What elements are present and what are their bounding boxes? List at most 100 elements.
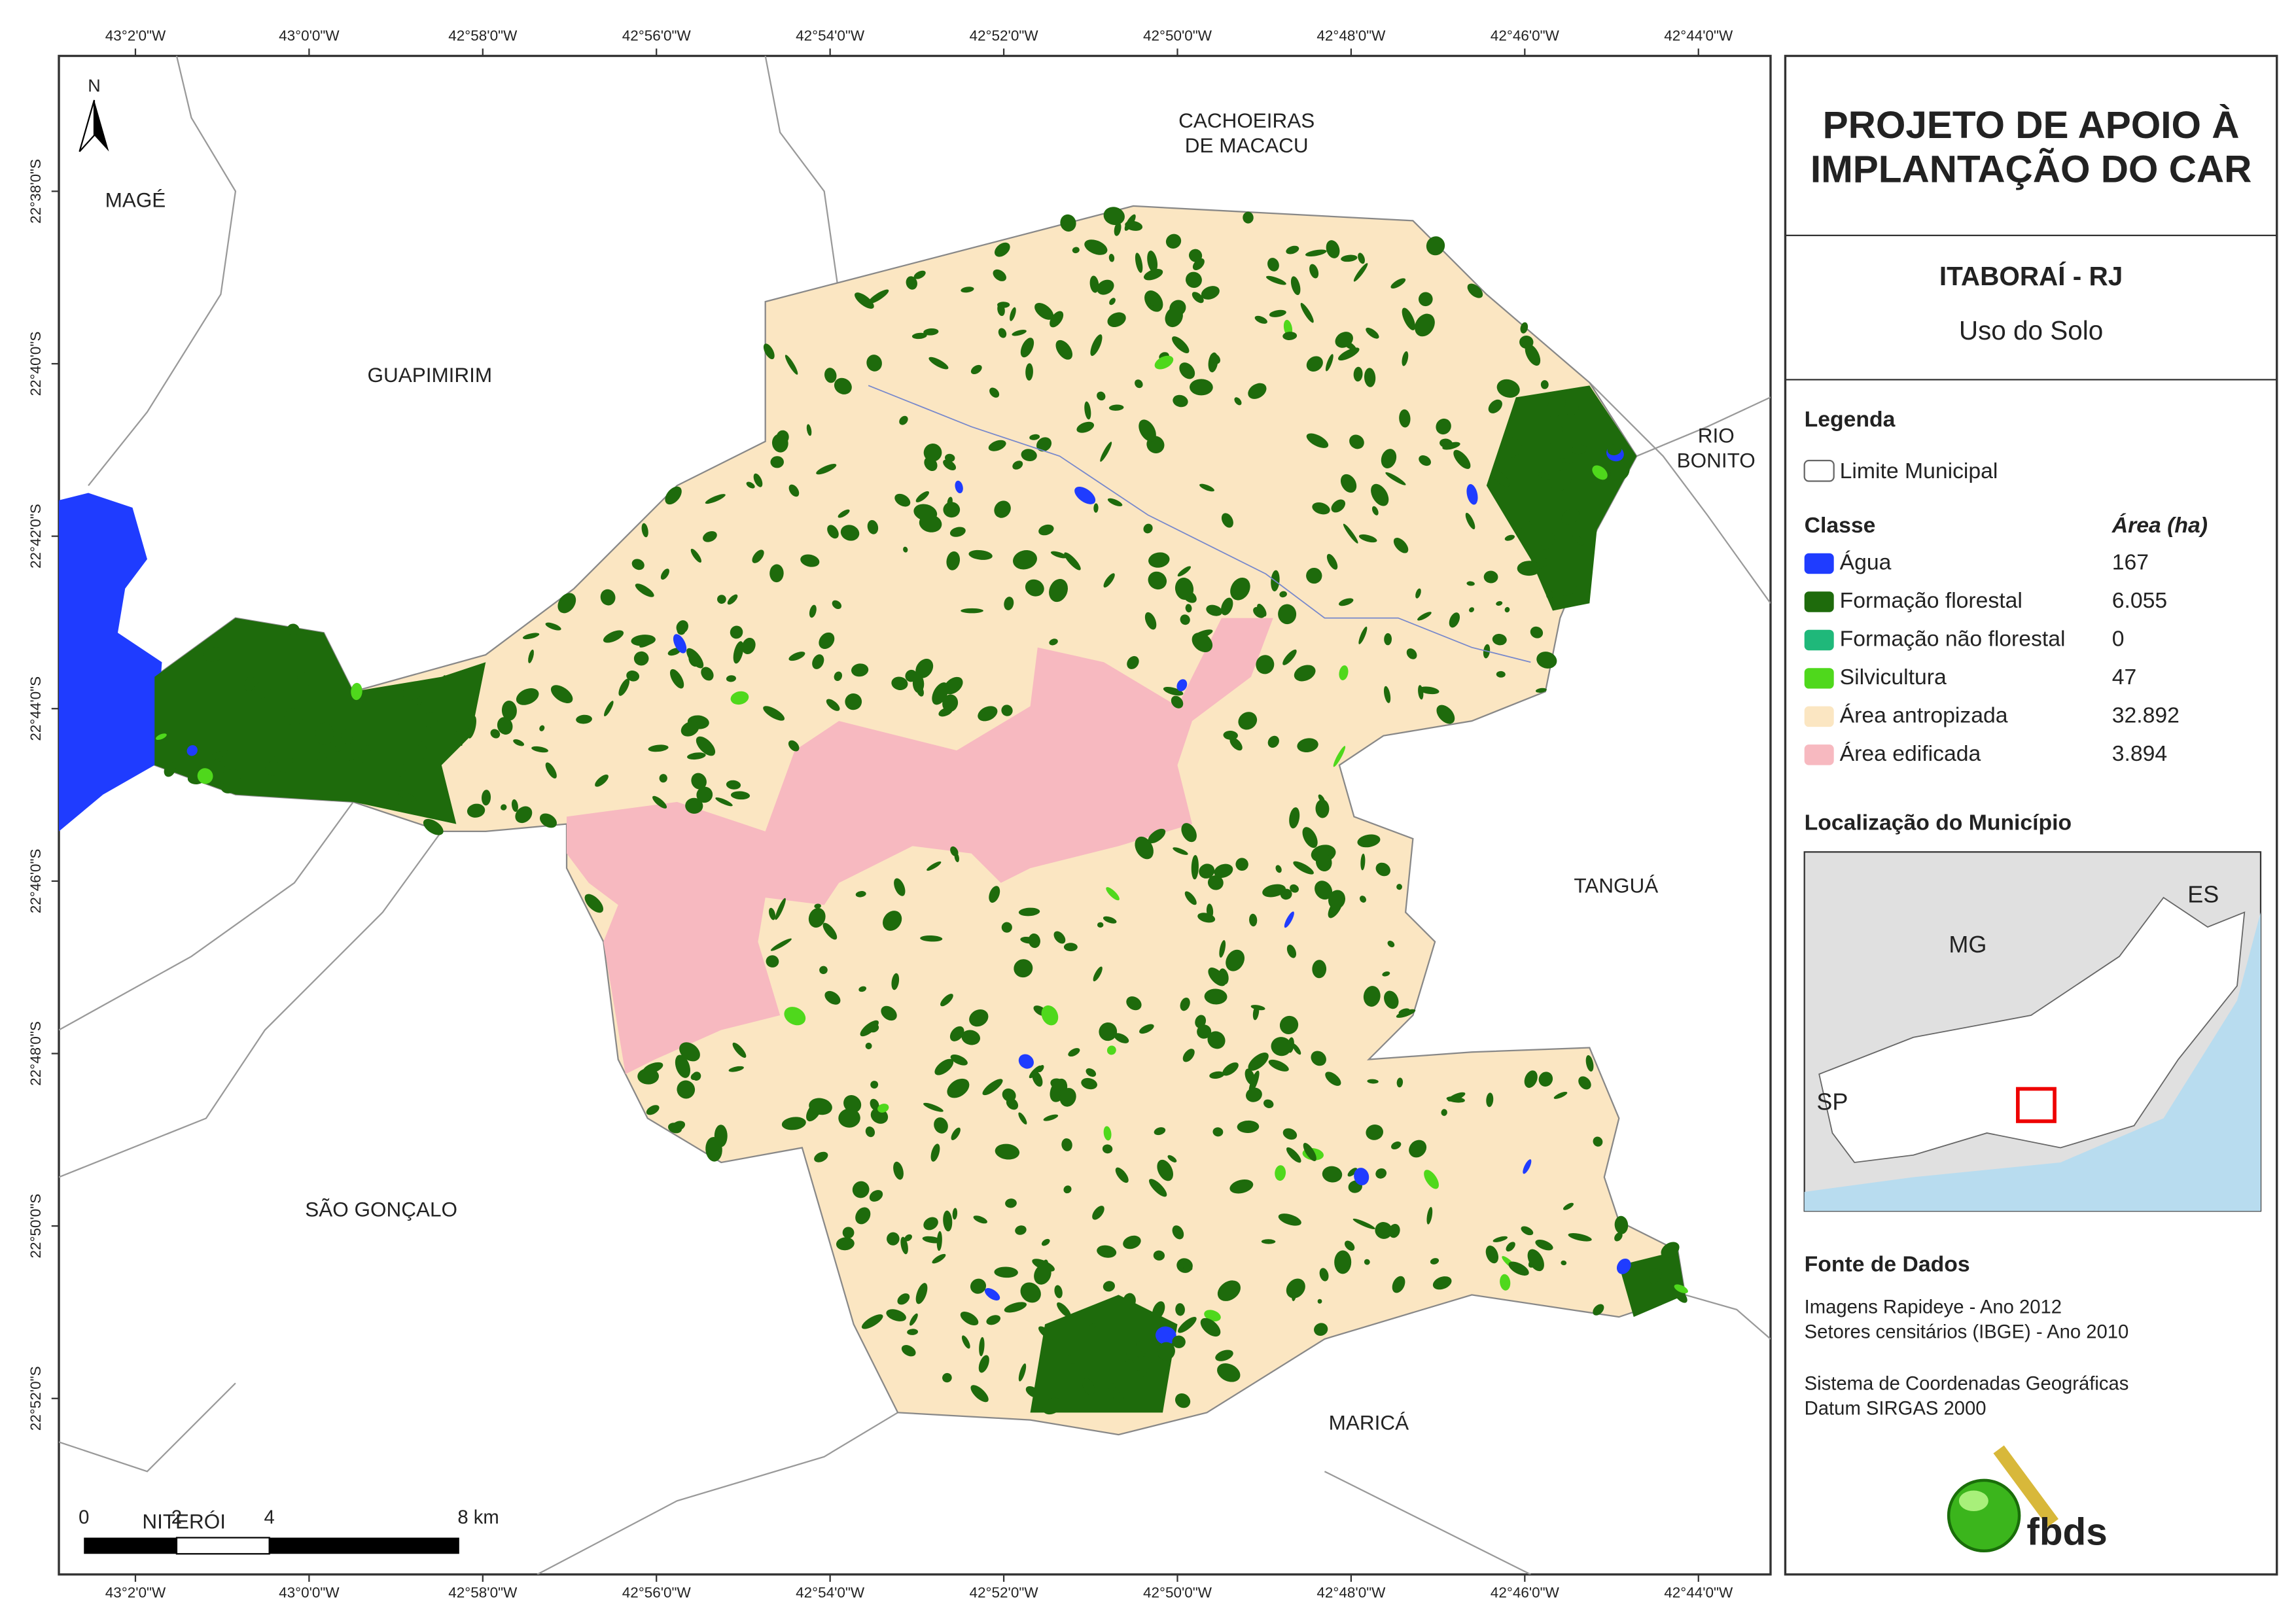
land-patch [1306, 567, 1322, 584]
land-patch [1364, 368, 1376, 387]
land-patch [1034, 1264, 1051, 1285]
land-patch [626, 670, 640, 682]
land-patch [1180, 614, 1190, 625]
land-patch [943, 459, 957, 470]
land-patch [1547, 394, 1566, 417]
land-patch [1392, 1276, 1405, 1293]
land-patch [1229, 1179, 1254, 1194]
land-patch [808, 907, 826, 928]
land-patch [904, 1234, 912, 1242]
land-patch [1385, 472, 1406, 485]
land-patch [1212, 1127, 1224, 1137]
land-patch [1367, 1079, 1379, 1084]
land-patch [1256, 655, 1275, 674]
land-patch [1248, 383, 1267, 399]
land-patch [1371, 483, 1389, 506]
land-patch [814, 1151, 828, 1162]
land-patch [395, 764, 406, 777]
land-patch [1038, 1064, 1044, 1073]
land-patch [1229, 737, 1243, 751]
land-patch [1208, 968, 1226, 986]
land-patch [1090, 334, 1103, 357]
land-patch [244, 676, 255, 692]
land-patch [788, 484, 800, 497]
land-patch [1436, 418, 1451, 435]
land-patch [961, 1030, 980, 1045]
land-patch [1147, 251, 1158, 273]
land-patch [752, 550, 764, 563]
land-patch [1107, 312, 1126, 327]
land-patch [1541, 532, 1555, 550]
land-patch [1167, 1155, 1177, 1162]
class-swatch [1804, 591, 1834, 612]
land-patch [1571, 444, 1587, 455]
land-patch [788, 740, 800, 752]
municipal-boundary [1589, 382, 1771, 604]
logo-text: fbds [2026, 1510, 2107, 1553]
forest-zone [1619, 1250, 1686, 1318]
land-patch [1012, 330, 1027, 336]
land-patch [1282, 332, 1298, 340]
land-patch [920, 935, 943, 942]
land-patch [763, 343, 775, 360]
land-patch [1366, 327, 1379, 339]
land-patch [1226, 949, 1245, 971]
longitude-label: 42°52'0"W [970, 1584, 1039, 1601]
land-patch [1610, 462, 1630, 481]
location-title: Localização do Município [1805, 811, 2072, 835]
land-patch [522, 633, 540, 640]
land-patch [1538, 1072, 1553, 1087]
land-patch [887, 1232, 900, 1246]
land-patch [947, 1078, 970, 1098]
land-patch [766, 955, 779, 968]
land-patch [1396, 1077, 1404, 1088]
land-patch [203, 647, 226, 662]
land-patch [915, 491, 929, 502]
land-patch [1106, 887, 1120, 901]
land-patch [1381, 449, 1397, 468]
place-label: CACHOEIRAS [1178, 109, 1315, 132]
land-patch [1286, 945, 1297, 958]
land-patch [1186, 271, 1202, 288]
land-patch [1358, 534, 1377, 543]
land-patch [1001, 705, 1013, 716]
land-patch [1197, 1024, 1212, 1039]
class-header: Classe [1805, 513, 1876, 538]
land-patch [539, 813, 557, 828]
land-patch [1333, 746, 1346, 767]
land-patch [1200, 1318, 1221, 1337]
land-patch [287, 623, 300, 635]
land-patch [1430, 1258, 1439, 1265]
land-patch [903, 546, 908, 553]
land-patch [788, 652, 805, 661]
land-patch [1207, 875, 1224, 890]
municipal-boundary [537, 1412, 898, 1575]
land-patch [207, 750, 228, 761]
land-patch [934, 1117, 948, 1134]
land-patch [1217, 1280, 1241, 1301]
land-patch [1561, 508, 1580, 525]
land-patch [1537, 556, 1554, 568]
land-patch [1354, 1168, 1369, 1185]
land-patch [631, 635, 656, 646]
land-patch [1359, 896, 1366, 903]
place-label: RIO [1698, 423, 1735, 447]
land-patch [1084, 401, 1091, 420]
land-patch [1182, 1049, 1195, 1062]
land-patch [691, 773, 707, 790]
land-patch [900, 1236, 908, 1255]
land-patch [604, 701, 614, 717]
municipal-boundary [1636, 396, 1771, 457]
land-patch [282, 754, 292, 773]
land-patch [490, 729, 501, 739]
land-patch [1424, 1170, 1439, 1189]
land-patch [986, 1315, 1001, 1325]
land-patch [851, 663, 869, 677]
state-label: SP [1816, 1088, 1848, 1115]
land-patch [641, 523, 648, 538]
land-patch [1343, 523, 1358, 544]
land-patch [1347, 1168, 1358, 1177]
land-patch [1504, 534, 1515, 541]
water-bay [59, 493, 162, 831]
land-patch [1018, 1363, 1027, 1382]
